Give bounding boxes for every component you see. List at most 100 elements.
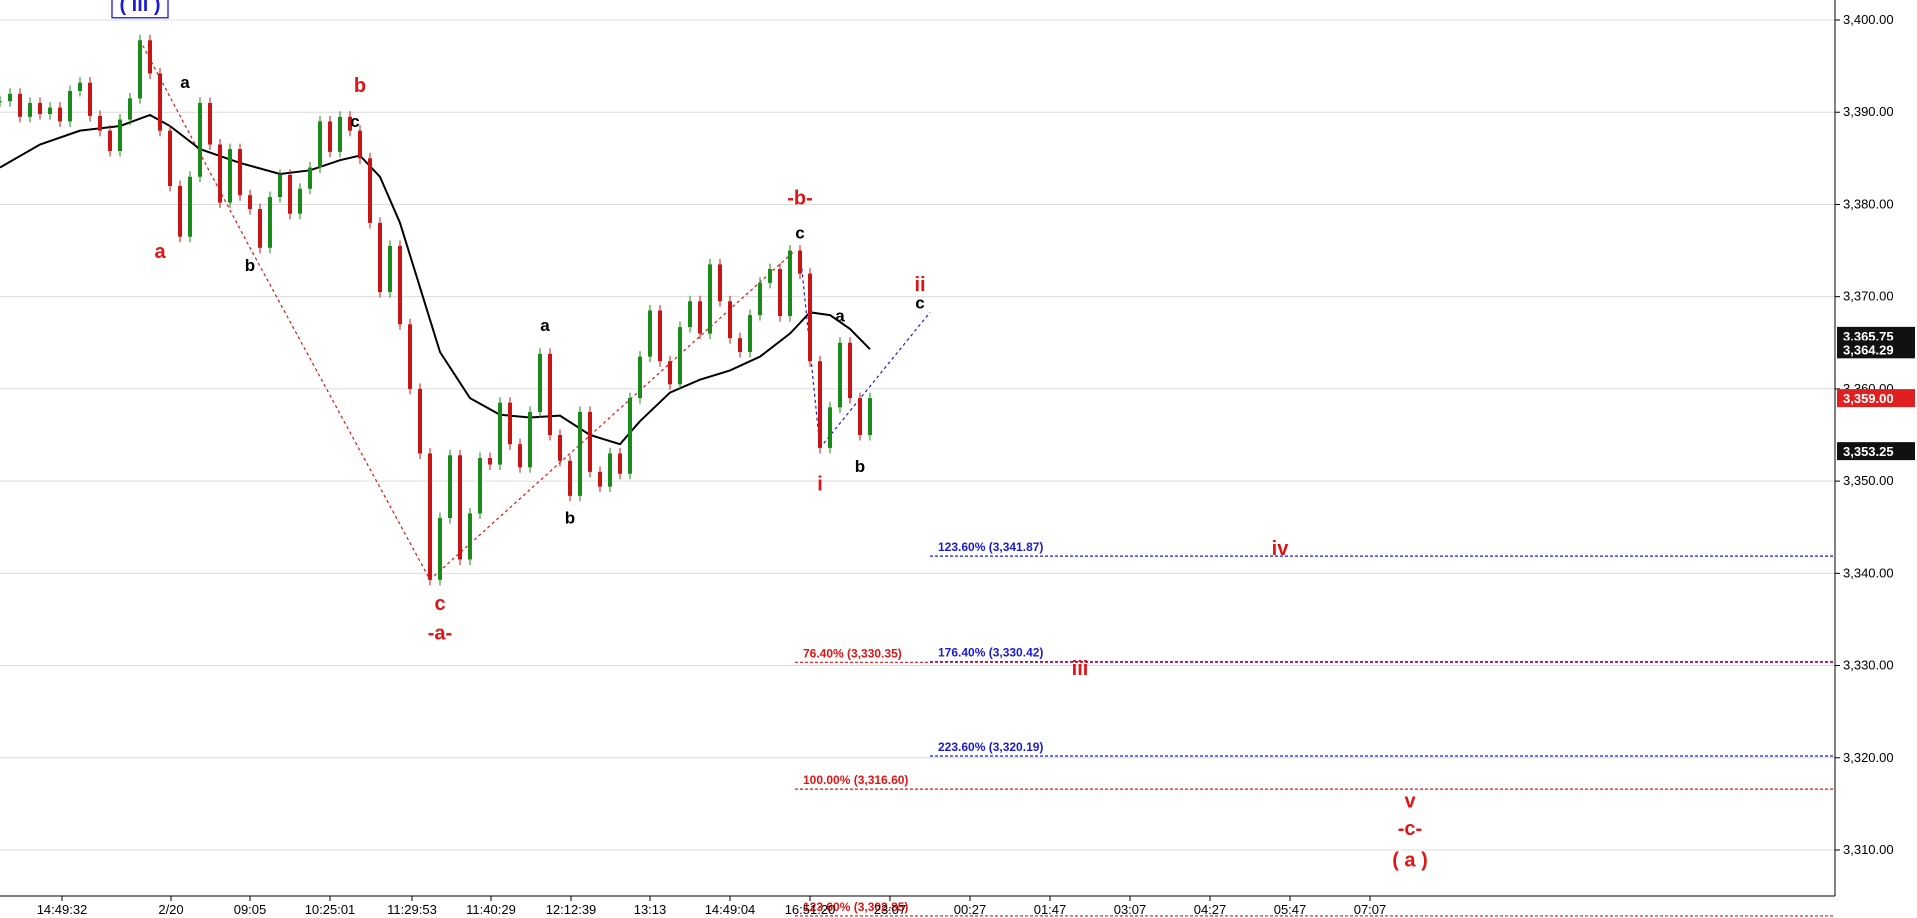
x-tick-label: 01:47 — [1034, 902, 1067, 917]
candle-body — [208, 103, 212, 145]
moving-average-line — [0, 113, 871, 446]
fib-label: 123.60% (3,302.85) — [803, 900, 908, 914]
candle-body — [68, 91, 72, 122]
candle-body — [518, 444, 522, 468]
candle-body — [608, 453, 612, 487]
wave-label: b — [245, 256, 255, 275]
candle-body — [558, 435, 562, 461]
y-tick-label: 3,380.00 — [1843, 196, 1894, 211]
wave-label: ( a ) — [1392, 850, 1428, 872]
price-tag-label: 3,353.25 — [1843, 444, 1894, 459]
candle-body — [808, 273, 812, 362]
wave-label: ( iii ) — [119, 0, 160, 16]
candle-body — [688, 301, 692, 328]
candle-body — [78, 82, 82, 92]
candle-body — [328, 121, 332, 152]
candle-body — [638, 356, 642, 399]
candle-body — [408, 324, 412, 389]
candle-body — [198, 103, 202, 177]
fibonacci-levels: 123.60% (3,341.87) 76.40% (3,330.35) 176.4… — [795, 540, 1835, 917]
candle-body — [258, 209, 262, 248]
candle-body — [108, 130, 112, 151]
trendline — [819, 311, 931, 449]
grid — [0, 19, 1835, 851]
candle-body — [668, 361, 672, 385]
candle-body — [528, 411, 532, 468]
wave-label: c — [350, 112, 359, 131]
wave-label: a — [540, 316, 550, 335]
candle-body — [798, 250, 802, 274]
candle-body — [278, 174, 282, 198]
price-tag-label: 3,365.75 — [1843, 329, 1894, 344]
candle-body — [348, 116, 352, 131]
y-tick-label: 3,370.00 — [1843, 289, 1894, 304]
y-tick-label: 3,350.00 — [1843, 473, 1894, 488]
candle-body — [718, 264, 722, 302]
candle-body — [708, 264, 712, 334]
wave-label: b — [855, 457, 865, 476]
x-tick-label: 03:07 — [1114, 902, 1147, 917]
candle-body — [338, 116, 342, 152]
x-tick-label: 04:27 — [1194, 902, 1227, 917]
x-axis[interactable]: 14:49:32 2/20 09:05 10:25:01 11:29:53 11:40:2… — [37, 896, 1387, 917]
candle-body — [458, 455, 462, 560]
candle-body — [818, 361, 822, 448]
fib-label: 223.60% (3,320.19) — [938, 740, 1043, 754]
y-tick-label: 3,330.00 — [1843, 658, 1894, 673]
wave-label: c — [915, 294, 924, 313]
candle-body — [678, 327, 682, 385]
candle-body — [308, 167, 312, 189]
candle-body — [178, 186, 182, 237]
candle-body — [748, 315, 752, 352]
candle-body — [598, 471, 602, 487]
y-tick-label: 3,340.00 — [1843, 565, 1894, 580]
candle-body — [828, 407, 832, 448]
candle-body — [548, 353, 552, 435]
wave-label: -a- — [428, 623, 452, 645]
price-tags: 3,365.753,364.29 3,359.00 3,353.25 — [1837, 326, 1915, 461]
wave-trendlines — [139, 40, 931, 581]
candle-body — [18, 93, 22, 117]
wave-label: -b- — [787, 187, 813, 209]
candle-body — [758, 282, 762, 316]
candle-body — [498, 402, 502, 465]
x-tick-label: 11:40:29 — [466, 902, 516, 917]
candle-body — [538, 353, 542, 412]
wave-label: iv — [1272, 538, 1290, 560]
candle-body — [128, 98, 132, 120]
candle-body — [0, 101, 2, 103]
wave-label: b — [354, 75, 366, 97]
candle-body — [298, 188, 302, 214]
price-tag — [1837, 442, 1915, 461]
candle-body — [288, 174, 292, 214]
x-tick-label: 2/20 — [158, 902, 183, 917]
candle-body — [428, 453, 432, 580]
y-tick-label: 3,400.00 — [1843, 12, 1894, 27]
candle-body — [398, 245, 402, 325]
y-tick-label: 3,310.00 — [1843, 842, 1894, 857]
candle-body — [268, 197, 272, 248]
y-tick-label: 3,320.00 — [1843, 750, 1894, 765]
wave-label: v — [1404, 791, 1416, 813]
candle-body — [768, 269, 772, 283]
y-axis[interactable]: 3,400.003,390.003,380.003,370.003,360.00… — [1835, 12, 1894, 857]
candle-body — [618, 453, 622, 474]
x-tick-label: 12:12:39 — [546, 902, 597, 917]
candle-body — [488, 458, 492, 465]
candle-body — [448, 455, 452, 518]
fib-label: 123.60% (3,341.87) — [938, 540, 1043, 554]
candle-body — [238, 149, 242, 196]
candle-body — [38, 103, 42, 115]
wave-label: a — [154, 241, 166, 263]
price-candles — [0, 34, 872, 586]
fib-label: 100.00% (3,316.60) — [803, 773, 908, 787]
price-tag — [1837, 340, 1915, 359]
candle-body — [28, 103, 32, 117]
wave-label: a — [180, 73, 190, 92]
candle-body — [468, 513, 472, 560]
candle-body — [858, 398, 862, 435]
candle-body — [848, 342, 852, 399]
candle-body — [138, 40, 142, 99]
